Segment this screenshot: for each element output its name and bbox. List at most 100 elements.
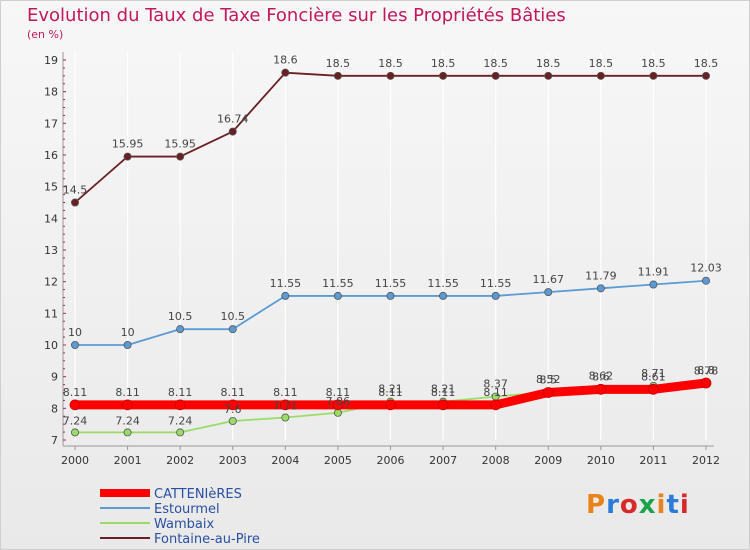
data-label: 8.62 [589,370,614,383]
data-label: 8.21 [431,383,456,396]
data-label: 11.79 [585,269,617,282]
data-point [544,71,553,80]
data-label: 10.5 [168,310,193,323]
y-tick-label: 10 [44,339,58,352]
data-point [176,152,185,161]
data-point [123,428,132,437]
x-tick-label: 2004 [271,454,299,467]
data-point [386,291,395,300]
y-tick-label: 18 [44,86,58,99]
data-point [439,71,448,80]
data-label: 18.5 [536,57,561,70]
data-point [649,71,658,80]
data-point [174,399,186,411]
data-label: 18.5 [483,57,508,70]
y-tick-label: 19 [44,54,58,67]
y-tick-label: 14 [44,212,58,225]
data-point [228,325,237,334]
data-label: 18.6 [273,54,298,67]
data-label: 8.6 [592,370,610,383]
data-point [279,399,291,411]
data-label: 7.24 [115,414,140,427]
data-label: 14.5 [63,184,88,197]
legend-label: Fontaine-au-Pire [154,532,260,547]
data-label: 8.71 [641,367,666,380]
data-label: 18.5 [378,57,403,70]
data-label: 10 [68,326,82,339]
data-point [332,399,344,411]
data-point [437,399,449,411]
data-point [281,291,290,300]
x-tick-label: 2008 [482,454,510,467]
x-tick-label: 2005 [324,454,352,467]
y-tick-label: 9 [51,371,58,384]
data-label: 8.11 [115,386,140,399]
data-point [491,291,500,300]
data-label: 18.5 [431,57,456,70]
data-point [490,399,502,411]
x-tick-label: 2011 [639,454,667,467]
data-label: 8.11 [273,386,298,399]
y-tick-label: 12 [44,276,58,289]
data-point [228,127,237,136]
data-point [71,428,80,437]
chart-grid [74,52,707,440]
data-point [176,325,185,334]
data-label: 10.5 [221,310,246,323]
data-label: 11.91 [638,266,670,279]
data-point [542,387,554,398]
data-label: 8.11 [63,386,88,399]
data-labels: 14.5 15.95 15.95 16.74 18.6 18.5 18.5 18.5 18.5 1… [63,54,722,428]
data-label: 11.55 [322,277,354,290]
data-label: 8.11 [431,386,456,399]
data-label: 7.24 [63,414,88,427]
data-point [333,71,342,80]
data-label: 8.5 [540,374,558,387]
data-point [596,71,605,80]
data-label: 8.11 [326,386,351,399]
data-point [123,340,132,349]
data-label: 15.95 [112,138,144,151]
x-tick-label: 2001 [114,454,142,467]
data-label: 8.78 [694,365,719,378]
data-label: 8.11 [483,386,508,399]
data-point [176,428,185,437]
y-tick-label: 7 [51,434,58,447]
data-point [228,416,237,425]
data-point [595,383,607,395]
data-label: 11.55 [270,277,302,290]
data-point [544,288,553,297]
data-label: 8.11 [378,386,403,399]
x-tick-label: 2000 [61,454,89,467]
data-label: 8.61 [641,370,666,383]
data-point [491,71,500,80]
data-point [123,152,132,161]
x-tick-label: 2006 [377,454,405,467]
data-point [596,284,605,293]
data-point [439,291,448,300]
data-point [702,276,711,285]
data-point [71,198,80,207]
y-tick-label: 13 [44,244,58,257]
data-label: 8.52 [536,373,561,386]
y-tick-label: 17 [44,117,58,130]
series-points [69,68,712,437]
chart-axes: 7 8 9 10 11 12 13 14 15 16 17 18 19 2000 2001 2002 2003 2… [44,52,720,467]
proxiti-logo: Proxiti [586,490,690,520]
data-label: 8.21 [378,383,403,396]
x-tick-label: 2010 [587,454,615,467]
data-label: 11.67 [533,273,565,286]
y-tick-label: 16 [44,149,58,162]
x-tick-label: 2002 [166,454,194,467]
chart-legend: CATTENIèRESEstourmelWambaixFontaine-au-P… [100,487,260,547]
data-point [702,71,711,80]
data-label: 8.8 [697,364,715,377]
data-label: 10 [121,326,135,339]
data-label: 11.55 [480,277,512,290]
x-tick-label: 2003 [219,454,247,467]
data-label: 7.24 [168,414,193,427]
x-tick-label: 2009 [534,454,562,467]
data-label: 18.5 [641,57,666,70]
data-label: 7.71 [273,400,298,413]
